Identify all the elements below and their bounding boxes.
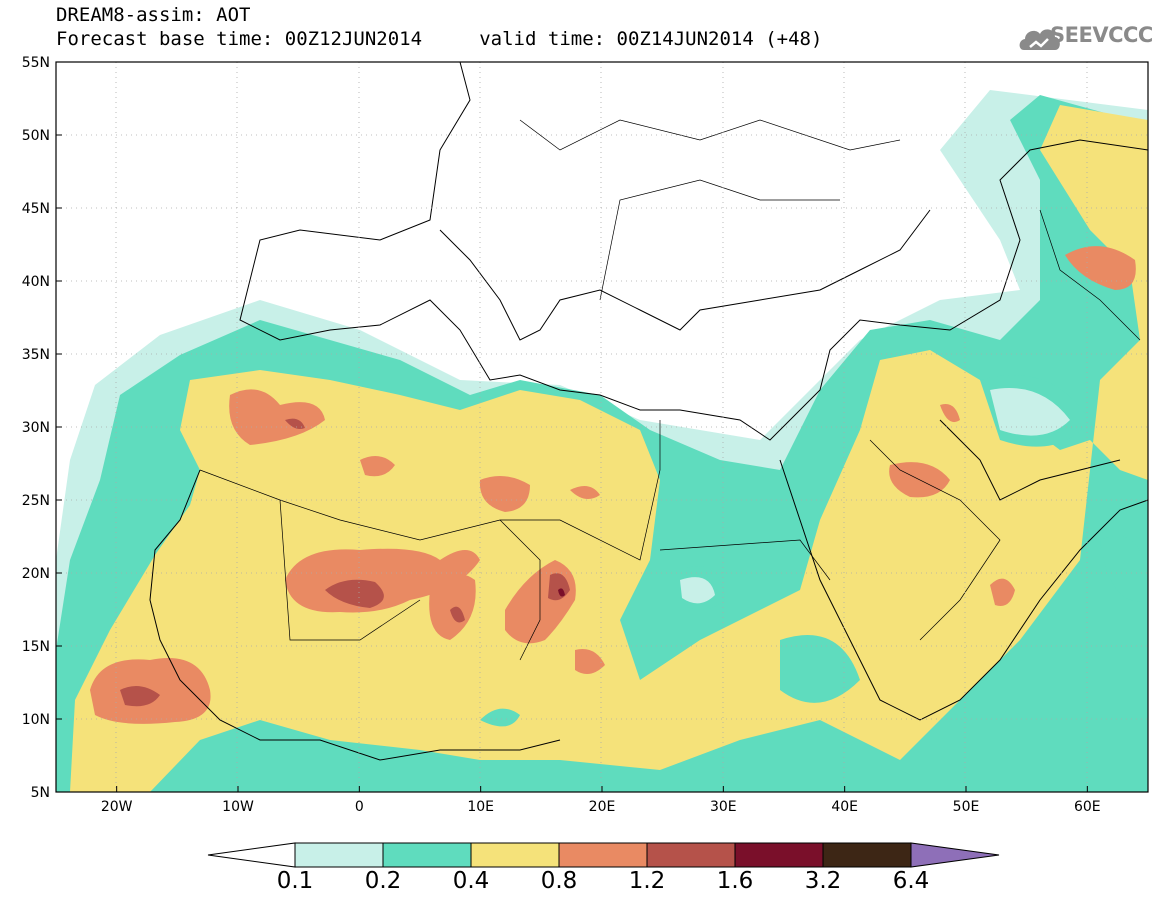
colorbar-level-label: 3.2 — [804, 868, 842, 894]
logo-text: SEEVCCC — [1050, 23, 1153, 47]
colorbar-swatch — [382, 842, 472, 868]
lon-label: 0 — [355, 799, 364, 815]
chart-title-line-2: Forecast base time: 00Z12JUN2014 valid t… — [56, 28, 823, 50]
colorbar — [207, 842, 1000, 868]
country-borders — [199, 119, 1141, 661]
colorbar-over-arrow — [910, 842, 1000, 868]
lat-label: 35N — [22, 347, 50, 363]
lat-label: 55N — [22, 55, 50, 71]
gridlines — [56, 62, 1148, 792]
lon-label: 40E — [831, 799, 858, 815]
lon-label: 20W — [101, 799, 133, 815]
aot-contour-dark-red — [558, 588, 565, 597]
colorbar-level-label: 0.2 — [364, 868, 402, 894]
lon-label: 10E — [467, 799, 494, 815]
lon-axis: 20W 10W 0 10E 20E 30E 40E 50E 60E — [101, 786, 1101, 815]
lon-label: 50E — [953, 799, 980, 815]
lat-label: 30N — [22, 420, 50, 436]
colorbar-swatch — [558, 842, 648, 868]
colorbar-level-label: 1.2 — [628, 868, 666, 894]
colorbar-swatch — [822, 842, 912, 868]
chart-title-line-1: DREAM8-assim: AOT — [56, 4, 251, 26]
lat-axis: 55N 50N 45N 40N 35N 30N 25N 20N 15N 10N 5N — [22, 55, 62, 801]
lon-label: 60E — [1074, 799, 1101, 815]
colorbar-under-arrow — [207, 842, 296, 868]
colorbar-level-label: 0.8 — [540, 868, 578, 894]
colorbar-swatch — [734, 842, 824, 868]
lat-label: 50N — [22, 128, 50, 144]
colorbar-level-label: 1.6 — [716, 868, 754, 894]
colorbar-swatch — [470, 842, 560, 868]
lon-label: 20E — [589, 799, 616, 815]
lon-label: 30E — [710, 799, 737, 815]
cloud-icon — [1019, 29, 1060, 50]
aot-contour-green-patches — [480, 375, 1148, 727]
colorbar-level-label: 0.1 — [276, 868, 314, 894]
colorbar-swatch — [294, 842, 384, 868]
lat-label: 5N — [31, 785, 50, 801]
lat-label: 20N — [22, 566, 50, 582]
colorbar-level-label: 0.4 — [452, 868, 490, 894]
colorbar-level-label: 6.4 — [892, 868, 930, 894]
colorbar-swatch — [646, 842, 736, 868]
aot-field — [56, 62, 1148, 792]
aot-contour-yellow — [70, 105, 1148, 792]
lat-label: 40N — [22, 274, 50, 290]
lat-label: 15N — [22, 639, 50, 655]
coastlines — [149, 62, 1148, 761]
lat-label: 25N — [22, 493, 50, 509]
lon-label: 10W — [222, 799, 254, 815]
lat-label: 10N — [22, 712, 50, 728]
lat-label: 45N — [22, 201, 50, 217]
